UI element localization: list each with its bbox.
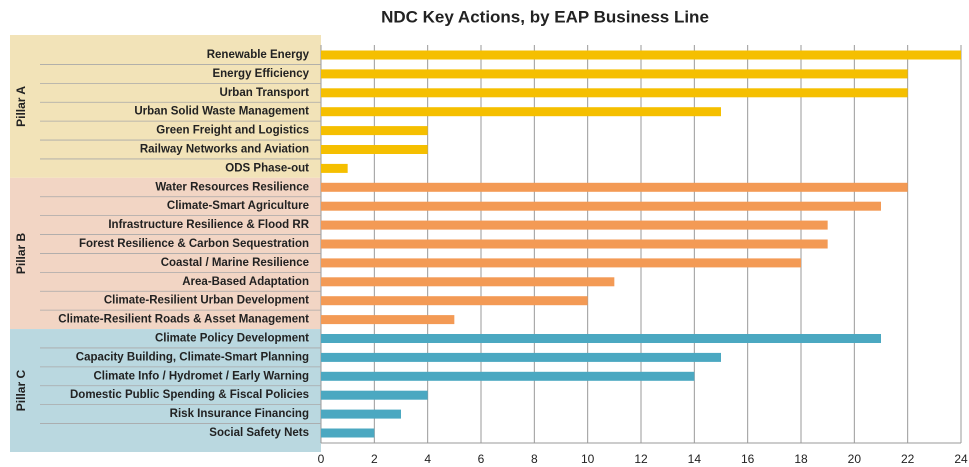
group-label: Pillar A: [14, 86, 28, 127]
bar: [321, 315, 455, 325]
y-tick-label: Climate Info / Hydromet / Early Warning: [93, 370, 309, 382]
bar: [321, 296, 588, 306]
bar: [321, 126, 428, 136]
x-tick-label: 10: [581, 452, 595, 466]
x-tick-label: 2: [371, 452, 378, 466]
bar: [321, 201, 881, 211]
bar: [321, 409, 401, 419]
y-tick-label: Forest Resilience & Carbon Sequestration: [79, 238, 309, 250]
x-tick-label: 8: [531, 452, 538, 466]
y-tick-label: Urban Solid Waste Management: [134, 106, 309, 118]
x-tick-label: 18: [794, 452, 808, 466]
y-tick-label: Capacity Building, Climate-Smart Plannin…: [76, 351, 309, 363]
bar: [321, 334, 881, 343]
group-label: Pillar C: [14, 370, 28, 412]
bar: [321, 258, 801, 268]
bar: [321, 352, 721, 362]
bar: [321, 163, 348, 173]
y-tick-label: Energy Efficiency: [212, 68, 309, 80]
bar: [321, 428, 375, 438]
bar: [321, 371, 695, 381]
x-tick-label: 4: [424, 452, 431, 466]
chart-title: NDC Key Actions, by EAP Business Line: [381, 7, 709, 26]
x-tick-label: 22: [901, 452, 915, 466]
group-background: [10, 329, 321, 452]
bar: [321, 107, 721, 117]
x-tick-label: 20: [848, 452, 862, 466]
y-tick-label: Social Safety Nets: [209, 427, 309, 439]
bar: [321, 50, 961, 60]
x-tick-label: 12: [634, 452, 648, 466]
bar: [321, 390, 428, 400]
y-tick-label: Climate-Smart Agriculture: [167, 200, 309, 212]
bar: [321, 182, 908, 192]
y-tick-label: Renewable Energy: [207, 49, 310, 61]
y-tick-label: Water Resources Resilience: [155, 181, 309, 193]
x-tick-label: 14: [688, 452, 702, 466]
bar: [321, 277, 615, 287]
bar: [321, 69, 908, 79]
group-label: Pillar B: [14, 232, 28, 274]
x-tick-label: 16: [741, 452, 755, 466]
bar: [321, 220, 828, 230]
bar: [321, 239, 828, 249]
x-tick-label: 6: [478, 452, 485, 466]
y-tick-label: Area-Based Adaptation: [182, 276, 309, 288]
x-tick-label: 0: [318, 452, 325, 466]
x-tick-label: 24: [954, 452, 968, 466]
y-tick-label: Climate-Resilient Urban Development: [104, 295, 309, 307]
y-tick-label: Green Freight and Logistics: [156, 125, 309, 137]
y-tick-label: Railway Networks and Aviation: [140, 144, 309, 156]
bar: [321, 88, 908, 98]
y-tick-label: Urban Transport: [220, 87, 310, 99]
bar: [321, 145, 428, 154]
y-tick-label: Risk Insurance Financing: [170, 408, 309, 420]
y-tick-label: ODS Phase-out: [225, 162, 309, 174]
y-tick-label: Coastal / Marine Resilience: [161, 257, 309, 269]
y-tick-label: Infrastructure Resilience & Flood RR: [108, 219, 309, 231]
y-tick-label: Domestic Public Spending & Fiscal Polici…: [70, 389, 309, 401]
y-tick-label: Climate-Resilient Roads & Asset Manageme…: [58, 314, 309, 326]
group-background: [10, 35, 321, 178]
y-tick-label: Climate Policy Development: [155, 333, 309, 345]
